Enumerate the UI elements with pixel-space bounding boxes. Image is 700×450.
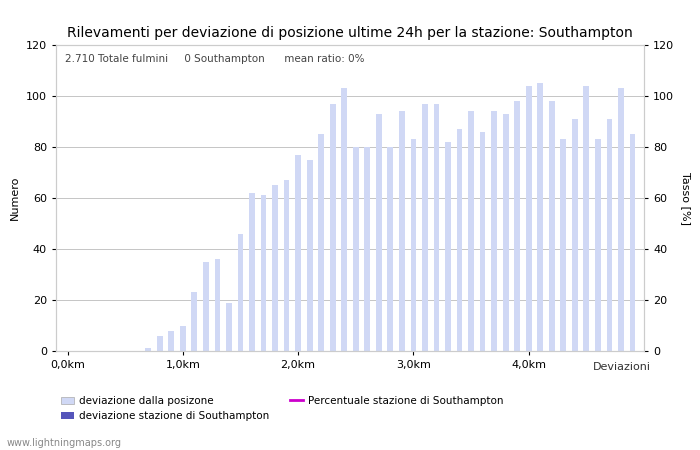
Bar <box>330 104 335 351</box>
Bar <box>445 142 451 351</box>
Bar <box>284 180 290 351</box>
Bar <box>203 262 209 351</box>
Bar <box>503 114 508 351</box>
Bar <box>180 325 186 351</box>
Title: Rilevamenti per deviazione di posizione ultime 24h per la stazione: Southampton: Rilevamenti per deviazione di posizione … <box>67 26 633 40</box>
Y-axis label: Tasso [%]: Tasso [%] <box>681 171 691 225</box>
Bar <box>410 140 416 351</box>
Bar <box>468 111 474 351</box>
Bar <box>514 101 520 351</box>
Bar <box>376 114 382 351</box>
Bar <box>549 101 554 351</box>
Text: www.lightningmaps.org: www.lightningmaps.org <box>7 438 122 448</box>
Bar <box>433 104 440 351</box>
Bar <box>572 119 578 351</box>
Bar <box>157 336 162 351</box>
Bar <box>272 185 278 351</box>
Bar <box>192 292 197 351</box>
Legend: deviazione dalla posizone, deviazione stazione di Southampton, Percentuale stazi: deviazione dalla posizone, deviazione st… <box>61 396 503 421</box>
Text: Deviazioni: Deviazioni <box>593 362 651 372</box>
Bar <box>561 140 566 351</box>
Bar <box>365 147 370 351</box>
Bar <box>526 86 531 351</box>
Bar <box>214 259 220 351</box>
Y-axis label: Numero: Numero <box>10 176 20 220</box>
Bar <box>388 147 393 351</box>
Bar <box>226 302 232 351</box>
Bar <box>480 132 486 351</box>
Bar <box>146 348 151 351</box>
Bar <box>491 111 497 351</box>
Bar <box>629 134 636 351</box>
Bar <box>169 331 174 351</box>
Bar <box>595 140 601 351</box>
Bar <box>353 147 358 351</box>
Bar <box>237 234 244 351</box>
Bar <box>538 83 543 351</box>
Bar <box>456 129 463 351</box>
Bar <box>606 119 612 351</box>
Bar <box>618 88 624 351</box>
Bar <box>318 134 324 351</box>
Bar <box>249 193 255 351</box>
Bar <box>422 104 428 351</box>
Bar <box>307 160 312 351</box>
Bar <box>342 88 347 351</box>
Bar <box>584 86 589 351</box>
Bar <box>260 195 267 351</box>
Bar <box>399 111 405 351</box>
Text: 2.710 Totale fulmini     0 Southampton      mean ratio: 0%: 2.710 Totale fulmini 0 Southampton mean … <box>65 54 364 64</box>
Bar <box>295 155 301 351</box>
